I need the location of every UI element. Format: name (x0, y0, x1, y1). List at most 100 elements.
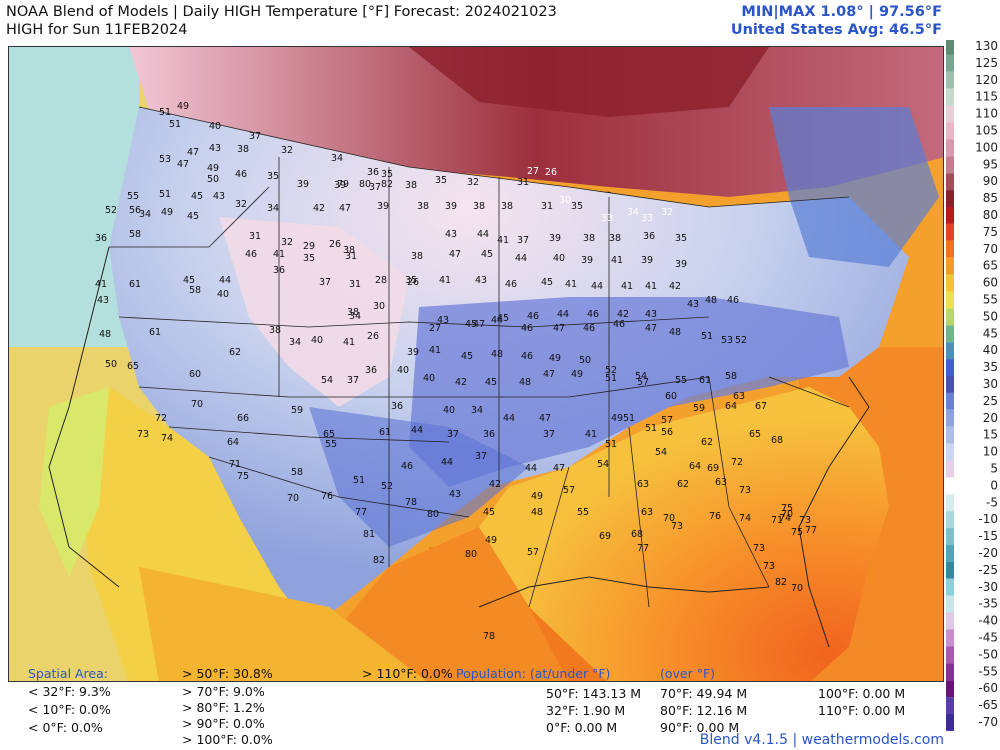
colorbar-tick-label: 5 (990, 462, 998, 476)
city-temperature-label: 46 (505, 279, 517, 290)
city-temperature-label: 48 (669, 327, 681, 338)
city-temperature-label: 48 (519, 377, 531, 388)
city-temperature-label: 36 (273, 265, 285, 276)
city-temperature-label: 26 (545, 167, 557, 178)
city-temperature-label: 32 (281, 237, 293, 248)
city-temperature-label: 80 (427, 509, 439, 520)
colorbar-swatch (946, 173, 954, 191)
city-temperature-label: 58 (291, 467, 303, 478)
city-temperature-label: 41 (439, 275, 451, 286)
city-temperature-label: 41 (585, 429, 597, 440)
colorbar-tick-label: -60 (978, 681, 998, 695)
city-temperature-label: 33 (641, 213, 653, 224)
colorbar-tick-label: -70 (978, 715, 998, 729)
city-temperature-label: 46 (521, 323, 533, 334)
city-temperature-label: 44 (503, 413, 515, 424)
city-temperature-label: 38 (237, 144, 249, 155)
city-temperature-label: 54 (321, 375, 333, 386)
rockies-cold (219, 217, 409, 407)
city-temperature-label: 45 (541, 277, 553, 288)
city-temperature-label: 82 (381, 179, 393, 190)
city-temperature-label: 41 (343, 337, 355, 348)
city-temperature-label: 52 (735, 335, 747, 346)
colorbar-swatch (946, 612, 954, 630)
colorbar-tick-label: 55 (983, 293, 998, 307)
city-temperature-label: 44 (411, 425, 423, 436)
city-temperature-label: 61 (149, 327, 161, 338)
colorbar-tick-label: 125 (975, 56, 998, 70)
city-temperature-label: 79 (337, 179, 349, 190)
city-temperature-label: 40 (443, 405, 455, 416)
colorbar-tick-label: 110 (975, 107, 998, 121)
city-temperature-label: 42 (455, 377, 467, 388)
colorbar-tick-label: 85 (983, 191, 998, 205)
pop-row-1: 50°F: 143.13 M (546, 686, 642, 701)
colorbar-tick-label: 90 (983, 174, 998, 188)
city-temperature-label: 45 (461, 351, 473, 362)
pop-row-3: 0°F: 0.00 M (546, 720, 618, 735)
city-temperature-label: 45 (465, 319, 477, 330)
city-temperature-label: 44 (591, 281, 603, 292)
city-temperature-label: 58 (129, 229, 141, 240)
city-temperature-label: 30 (559, 195, 571, 206)
colorbar-tick-label: -45 (978, 631, 998, 645)
city-temperature-label: 41 (497, 235, 509, 246)
city-temperature-label: 59 (693, 403, 705, 414)
colorbar-swatch (946, 646, 954, 664)
city-temperature-label: 46 (583, 323, 595, 334)
city-temperature-label: 43 (475, 275, 487, 286)
city-temperature-label: 72 (155, 413, 167, 424)
city-temperature-label: 35 (405, 275, 417, 286)
city-temperature-label: 40 (209, 121, 221, 132)
city-temperature-label: 80 (359, 179, 371, 190)
city-temperature-label: 39 (407, 347, 419, 358)
city-temperature-label: 52 (605, 365, 617, 376)
city-temperature-label: 52 (381, 481, 393, 492)
city-temperature-label: 42 (489, 479, 501, 490)
pop-row3-2: 110°F: 0.00 M (818, 703, 906, 718)
city-temperature-label: 67 (755, 401, 767, 412)
city-temperature-label: 69 (707, 463, 719, 474)
city-temperature-label: 41 (273, 249, 285, 260)
city-temperature-label: 62 (701, 437, 713, 448)
spatial-area-heading: Spatial Area: (28, 666, 108, 681)
city-temperature-label: 75 (781, 503, 793, 514)
city-temperature-label: 70 (663, 513, 675, 524)
city-temperature-label: 38 (501, 201, 513, 212)
colorbar-tick-label: 80 (983, 208, 998, 222)
warm-southeast (479, 387, 889, 681)
city-temperature-label: 82 (775, 577, 787, 588)
city-temperature-label: 49 (161, 207, 173, 218)
us-average-readout: United States Avg: 46.5°F (730, 22, 942, 38)
city-temperature-label: 36 (643, 231, 655, 242)
colorbar-tick-label: 0 (990, 478, 998, 492)
colorbar-swatch (946, 122, 954, 140)
colorbar-tick-label: 75 (983, 225, 998, 239)
city-temperature-label: 65 (127, 361, 139, 372)
city-temperature-label: 35 (381, 169, 393, 180)
city-temperature-label: 31 (249, 231, 261, 242)
city-temperature-label: 42 (313, 203, 325, 214)
temperature-map[interactable]: 49 51 51 40 37 38 32 34 36 35 35 32 31 27 26 47 43 53 47 49… (8, 46, 944, 682)
city-temperature-label: 43 (97, 295, 109, 306)
spatial-row-1: < 32°F: 9.3% (28, 684, 111, 699)
city-temperature-label: 44 (525, 463, 537, 474)
colorbar-tick-label: -20 (978, 546, 998, 560)
city-temperature-label: 76 (321, 491, 333, 502)
cool-band (409, 297, 849, 487)
city-temperature-label: 40 (311, 335, 323, 346)
city-temperature-label: 64 (725, 401, 737, 412)
city-temperature-label: 39 (334, 180, 346, 191)
city-temperature-label: 80 (465, 549, 477, 560)
city-temperature-label: 44 (557, 309, 569, 320)
city-temperature-label: 70 (191, 399, 203, 410)
map-title: NOAA Blend of Models | Daily HIGH Temper… (6, 4, 557, 20)
city-temperature-label: 37 (249, 131, 261, 142)
city-temperature-label: 61 (379, 427, 391, 438)
city-temperature-label: 51 (605, 373, 617, 384)
colorbar-swatch (946, 545, 954, 562)
city-temperature-label: 37 (475, 451, 487, 462)
city-temperature-label: 37 (369, 182, 381, 193)
city-temperature-label: 38 (417, 201, 429, 212)
